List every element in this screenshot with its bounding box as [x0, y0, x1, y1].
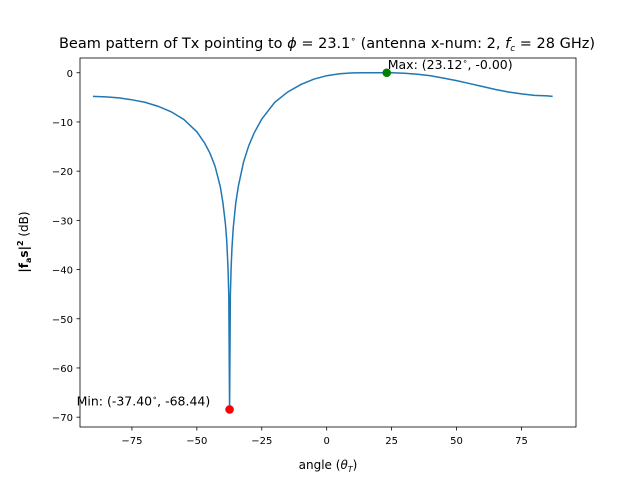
y-tick-label: −40: [52, 266, 73, 277]
max-annotation: Max: (23.12∘, -0.00): [388, 57, 513, 72]
title-phi-value: = 23.1: [297, 36, 351, 52]
max-annotation-text: Max: (23.12: [388, 57, 463, 72]
y-axis-label-sub: a: [24, 258, 33, 263]
y-tick-label: −10: [52, 118, 73, 129]
x-tick-label: −50: [186, 436, 207, 447]
title-main: Beam pattern of Tx pointing to: [59, 36, 287, 52]
min-annotation: Min: (-37.40∘, -68.44): [77, 393, 211, 408]
y-axis-label: |fas|2 (dB): [16, 211, 33, 272]
min-annotation-end: , -68.44): [157, 393, 210, 408]
y-axis-label-base: |f: [17, 262, 31, 272]
x-tick-label: 0: [324, 436, 330, 447]
y-tick-label: −60: [52, 364, 73, 375]
y-tick-label: −70: [52, 413, 73, 424]
title-f: f: [505, 36, 512, 52]
max-annotation-end: , -0.00): [467, 57, 512, 72]
y-tick-label: −20: [52, 167, 73, 178]
beam-pattern-line: [92, 72, 553, 410]
x-tick-label: −75: [121, 436, 142, 447]
title-c: c: [510, 44, 515, 54]
x-tick-label: −25: [251, 436, 272, 447]
y-tick-label: −50: [52, 315, 73, 326]
x-axis-label: angle (θT): [299, 458, 358, 474]
min-annotation-text: Min: (-37.40: [77, 393, 153, 408]
title-mid: (antenna x-num: 2,: [356, 36, 505, 52]
chart-title: Beam pattern of Tx pointing to ϕ = 23.1∘…: [59, 35, 595, 54]
title-degree: ∘: [350, 35, 356, 45]
max-annotation-degree: ∘: [462, 57, 467, 66]
x-tick-label: 25: [385, 436, 398, 447]
y-axis-ticks: 0 −10 −20 −30 −40 −50 −60 −70: [52, 69, 80, 424]
x-axis-label-theta: θ: [340, 458, 348, 472]
y-axis-label-unit: (dB): [17, 211, 31, 240]
y-axis-label-s: s|: [17, 246, 31, 258]
x-axis-label-text: angle (: [299, 458, 341, 472]
x-axis-label-close: ): [353, 458, 358, 472]
min-annotation-degree: ∘: [152, 393, 157, 402]
y-tick-label: 0: [67, 69, 73, 80]
y-tick-label: −30: [52, 216, 73, 227]
max-point-marker: [382, 68, 392, 78]
y-axis-label-sup: 2: [16, 240, 25, 246]
x-tick-label: 50: [450, 436, 463, 447]
x-tick-label: 75: [515, 436, 528, 447]
x-axis-label-sub: T: [348, 465, 354, 474]
x-axis-ticks: −75 −50 −25 0 25 50 75: [121, 427, 528, 447]
min-point-marker: [225, 405, 234, 414]
plot-area-frame: [79, 57, 577, 428]
title-end: = 28 GHz): [515, 36, 595, 52]
title-phi: ϕ: [287, 36, 297, 52]
